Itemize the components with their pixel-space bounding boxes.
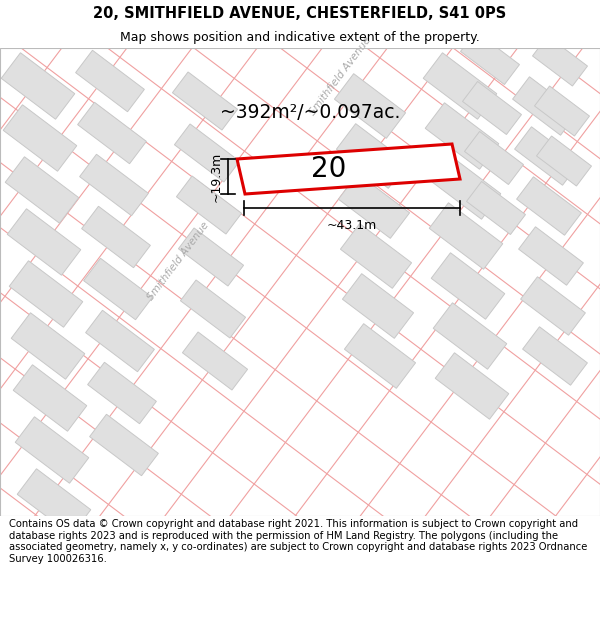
- Polygon shape: [425, 102, 499, 169]
- Text: ~43.1m: ~43.1m: [327, 219, 377, 232]
- Polygon shape: [512, 77, 577, 135]
- Polygon shape: [463, 81, 521, 134]
- Polygon shape: [89, 414, 158, 476]
- Polygon shape: [9, 261, 83, 328]
- Polygon shape: [523, 327, 587, 385]
- Polygon shape: [80, 154, 148, 216]
- Polygon shape: [15, 417, 89, 483]
- Polygon shape: [334, 74, 406, 138]
- Text: Contains OS data © Crown copyright and database right 2021. This information is : Contains OS data © Crown copyright and d…: [9, 519, 587, 564]
- Polygon shape: [535, 86, 589, 136]
- Polygon shape: [176, 176, 242, 234]
- Polygon shape: [237, 144, 460, 194]
- Polygon shape: [467, 181, 526, 234]
- Polygon shape: [82, 206, 151, 268]
- Polygon shape: [17, 469, 91, 535]
- Polygon shape: [427, 152, 501, 219]
- Polygon shape: [182, 332, 248, 390]
- Polygon shape: [76, 50, 145, 112]
- Polygon shape: [7, 209, 81, 275]
- Text: 20, SMITHFIELD AVENUE, CHESTERFIELD, S41 0PS: 20, SMITHFIELD AVENUE, CHESTERFIELD, S41…: [94, 6, 506, 21]
- Polygon shape: [178, 228, 244, 286]
- Polygon shape: [1, 52, 75, 119]
- Polygon shape: [175, 124, 239, 182]
- Polygon shape: [172, 72, 238, 130]
- Polygon shape: [521, 277, 586, 335]
- Polygon shape: [344, 324, 416, 388]
- Polygon shape: [337, 124, 407, 188]
- Polygon shape: [533, 36, 587, 86]
- Polygon shape: [435, 352, 509, 419]
- Polygon shape: [515, 127, 580, 185]
- Polygon shape: [77, 102, 146, 164]
- Text: Map shows position and indicative extent of the property.: Map shows position and indicative extent…: [120, 31, 480, 44]
- Polygon shape: [517, 177, 581, 235]
- Polygon shape: [433, 302, 507, 369]
- Polygon shape: [5, 157, 79, 223]
- Polygon shape: [431, 253, 505, 319]
- Polygon shape: [86, 310, 154, 372]
- Polygon shape: [88, 362, 157, 424]
- Text: Smithfield Avenue: Smithfield Avenue: [307, 35, 373, 117]
- Polygon shape: [11, 312, 85, 379]
- Polygon shape: [83, 258, 152, 320]
- Polygon shape: [423, 52, 497, 119]
- Text: ~392m²/~0.097ac.: ~392m²/~0.097ac.: [220, 102, 400, 121]
- Polygon shape: [181, 280, 245, 338]
- Polygon shape: [340, 224, 412, 288]
- Text: Smithfield Avenue: Smithfield Avenue: [145, 220, 211, 302]
- Polygon shape: [3, 105, 77, 171]
- Polygon shape: [461, 31, 520, 84]
- Text: 20: 20: [311, 155, 346, 183]
- Polygon shape: [343, 274, 413, 338]
- Polygon shape: [429, 202, 503, 269]
- Polygon shape: [338, 174, 410, 238]
- Polygon shape: [518, 227, 583, 285]
- Polygon shape: [464, 131, 523, 184]
- Polygon shape: [13, 365, 87, 431]
- Polygon shape: [536, 136, 592, 186]
- Text: ~19.3m: ~19.3m: [210, 151, 223, 202]
